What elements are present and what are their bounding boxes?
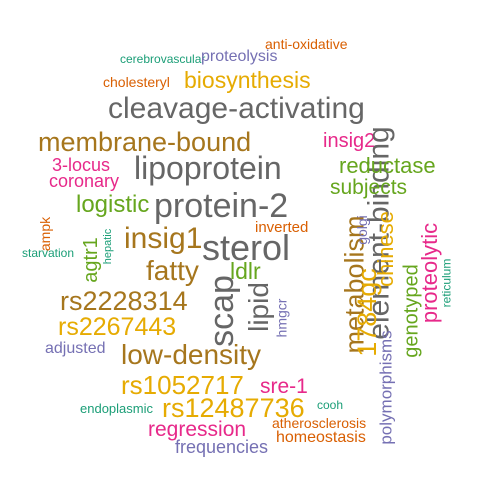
word-atherosclerosis: atherosclerosis [272,415,367,431]
word-genotyped: genotyped [400,264,423,358]
word-anti-oxidative: anti-oxidative [265,36,348,52]
word-cleavage-activating: cleavage-activating [108,92,365,125]
word-protein-2: protein-2 [154,187,289,225]
word-membrane-bound: membrane-bound [38,127,252,157]
word-subjects: subjects [330,176,408,199]
word-inverted: inverted [255,219,309,236]
word-agtr1: agtr1 [79,237,102,283]
word-insig2: insig2 [323,130,376,152]
word-frequencies: frequencies [175,437,269,457]
word-endoplasmic: endoplasmic [80,401,153,416]
word-sterol: sterol [202,227,291,268]
word-sre-1: sre-1 [260,375,308,398]
word-hepatic: hepatic [102,228,115,265]
word-lipoprotein: lipoprotein [134,150,282,186]
word-rs12487736: rs12487736 [162,393,305,423]
word-coronary: coronary [49,171,120,191]
word-rs2267443: rs2267443 [58,313,177,341]
word-rs1052717: rs1052717 [121,370,244,400]
word-ldlr: ldlr [230,258,261,284]
word-biosynthesis: biosynthesis [184,67,311,93]
word-reductase: reductase [339,153,436,178]
word-insig1: insig1 [124,222,203,255]
word-starvation: starvation [22,246,75,260]
word-cholesteryl: cholesteryl [103,74,170,90]
word-3-locus: 3-locus [52,155,111,175]
word-rs2228314: rs2228314 [60,286,188,316]
word-adjusted: adjusted [45,340,106,357]
word-fatty: fatty [146,255,199,286]
word-cooh: cooh [317,398,344,412]
word-polymorphisms: polymorphisms [376,330,396,445]
word-reticulum: reticulum [439,258,454,308]
word-golgi: golgi [353,215,370,245]
word-scap: scap [202,275,241,347]
word-homeostasis: homeostasis [276,429,366,446]
word-lipid: lipid [242,282,274,332]
word-hmgcr: hmgcr [273,298,290,338]
word-regression: regression [148,418,247,441]
word-logistic: logistic [76,191,150,218]
word-cerebrovascular: cerebrovascular [120,52,206,66]
word-low-density: low-density [121,339,262,370]
word-proteolysis: proteolysis [201,48,278,65]
